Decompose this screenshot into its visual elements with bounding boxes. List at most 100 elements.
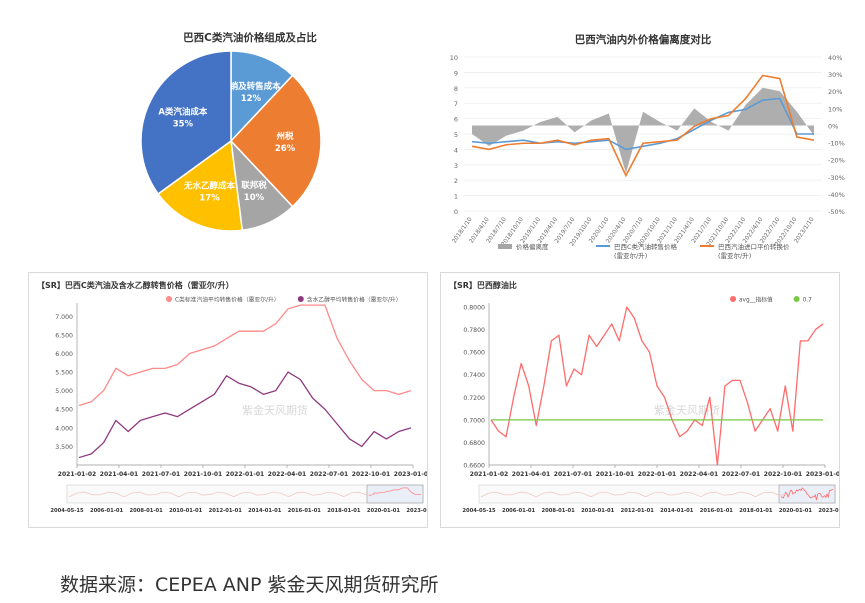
legend-label: 价格偏离度 (516, 242, 549, 251)
series-line (490, 306, 824, 466)
navigator-tick-label: 2010-01-01 (169, 508, 203, 514)
navigator-tick-label: 2012-01-01 (621, 508, 655, 514)
left-tick-label: 3 (454, 162, 458, 170)
navigator-tick-label: 2016-01-01 (288, 508, 322, 514)
y-tick-label: 4.500 (55, 407, 73, 414)
left-tick-label: 0 (454, 208, 458, 216)
pie-slice (229, 74, 322, 208)
watermark: 紫金天风期货 (242, 403, 308, 417)
legend-label: 巴西汽油进口平价转换价 (718, 242, 790, 251)
y-tick-label: 4.000 (55, 425, 73, 432)
series-line (78, 371, 412, 459)
navigator-tick-label: 2008-01-01 (542, 508, 576, 514)
chart-title: 【SR】巴西醇油比 (449, 280, 517, 290)
y-tick-label: 5.500 (55, 370, 73, 377)
right-tick-label: -30% (828, 174, 845, 182)
right-tick-label: 30% (828, 71, 842, 79)
x-tick-label: 2022-04-01 (268, 471, 306, 478)
slice-value-label: 35% (173, 119, 194, 129)
navigator-tick-label: 2023-01-07 (406, 508, 427, 514)
left-tick-label: 1 (454, 193, 458, 201)
chart-title: 【SR】巴西C类汽油及含水乙醇转售价格（雷亚尔/升） (37, 280, 234, 290)
left-tick-label: 2 (454, 177, 458, 185)
navigator-tick-label: 2004-05-15 (50, 508, 84, 514)
right-tick-label: 0% (828, 122, 838, 130)
x-tick-label: 2022-10-01 (764, 471, 802, 478)
x-tick-label: 2022-07-01 (722, 471, 760, 478)
x-tick-label: 2021-04-01 (100, 471, 138, 478)
y-tick-label: 0.7000 (463, 417, 485, 424)
x-tick-label: 2023-01-07 (394, 471, 427, 478)
navigator-tick-label: 2018-01-01 (739, 508, 773, 514)
pie-slice (140, 50, 232, 195)
left-tick-label: 4 (454, 146, 458, 154)
right-tick-label: -40% (828, 191, 845, 199)
left-tick-label: 10 (450, 54, 458, 62)
x-tick-label: 2022-04-01 (680, 471, 718, 478)
slice-label: 无水乙醇成本 (183, 181, 236, 192)
navigator-tick-label: 2008-01-01 (130, 508, 164, 514)
navigator-tick-label: 2023-01-07 (818, 508, 839, 514)
legend-dot (793, 296, 800, 302)
navigator-tick-label: 2020-01-01 (779, 508, 813, 514)
y-tick-label: 0.7400 (463, 372, 485, 379)
chart-title: 巴西汽油内外价格偏离度对比 (575, 33, 712, 46)
y-tick-label: 6.500 (55, 332, 73, 339)
right-tick-label: -10% (828, 140, 845, 148)
left-tick-label: 5 (454, 131, 458, 139)
x-tick-label: 2021-10-01 (184, 471, 222, 478)
data-source-caption: 数据来源：CEPEA ANP 紫金天风期货研究所 (60, 574, 439, 596)
y-tick-label: 5.000 (55, 388, 73, 395)
resale-price-chart-panel: 【SR】巴西C类汽油及含水乙醇转售价格（雷亚尔/升） C类标准汽油平均转售价格（雷… (28, 272, 440, 528)
navigator-tick-label: 2004-05-15 (462, 508, 496, 514)
legend-label: C类标准汽油平均转售价格（雷亚尔/升） (175, 296, 280, 304)
series-line (78, 304, 412, 407)
left-tick-label: 7 (454, 100, 458, 108)
x-tick-label: 2021-07-01 (554, 471, 592, 478)
x-tick-label: 2022-07-01 (310, 471, 348, 478)
ethanol-gasoline-ratio-chart: 【SR】巴西醇油比 avg__指标值 0.7 0.8000 0.7800 0.7600 0.… (449, 280, 852, 514)
series-line (471, 97, 814, 151)
x-tick-label: 2021-07-01 (142, 471, 180, 478)
y-tick-label: 0.6600 (463, 463, 485, 470)
x-tick-label: 2022-01-01 (226, 471, 264, 478)
navigator-history-line (68, 491, 376, 498)
x-tick-label: 2021-01-02 (470, 471, 508, 478)
slice-value-label: 17% (199, 194, 220, 204)
slice-value-label: 12% (241, 94, 262, 104)
x-tick-label: 2022-10-01 (352, 471, 390, 478)
y-tick-label: 0.7600 (463, 350, 485, 357)
y-tick-label: 7.000 (55, 314, 73, 321)
chart-title: 巴西C类汽油价格组成及占比 (183, 31, 317, 44)
pie-chart-panel: 巴西C类汽油价格组成及占比 分销及转售成本 12% 州税 26% 联邦税 10% 无水乙醇成本… (130, 25, 370, 250)
series-line (471, 74, 815, 178)
navigator-tick-label: 2020-01-01 (367, 508, 401, 514)
navigator-tick-label: 2006-01-01 (502, 508, 536, 514)
x-tick-label: 2021-10-01 (596, 471, 634, 478)
right-tick-label: 10% (828, 105, 842, 113)
left-tick-label: 8 (454, 85, 458, 93)
legend-swatch (498, 244, 512, 249)
slice-label: 分销及转售成本 (221, 81, 281, 92)
legend-label: 含水乙醇平均转售价格（雷亚尔/升） (307, 296, 402, 304)
right-tick-label: -50% (828, 208, 845, 216)
navigator-line (368, 487, 422, 496)
resale-price-chart: 【SR】巴西C类汽油及含水乙醇转售价格（雷亚尔/升） C类标准汽油平均转售价格（雷… (37, 280, 440, 514)
right-tick-label: -20% (828, 157, 845, 165)
navigator-tick-label: 2018-01-01 (327, 508, 361, 514)
navigator-tick-label: 2014-01-01 (248, 508, 282, 514)
x-tick-label: 2021-01-02 (58, 471, 96, 478)
legend-label: 巴西C类汽油转售价格 (614, 242, 678, 251)
y-tick-label: 0.6800 (463, 440, 485, 447)
deviation-chart-panel: 巴西汽油内外价格偏离度对比 10 9 8 7 6 5 4 3 2 1 0 40% 30% 20% 10% 0% -… (438, 25, 848, 270)
navigator-history-line (480, 491, 788, 498)
navigator-tick-label: 2010-01-01 (581, 508, 615, 514)
navigator-line (780, 487, 834, 501)
x-tick-label: 2022-01-01 (638, 471, 676, 478)
right-tick-label: 40% (828, 54, 842, 62)
pie-slice (230, 50, 294, 143)
right-tick-label: 20% (828, 88, 842, 96)
navigator-tick-label: 2006-01-01 (90, 508, 124, 514)
y-tick-label: 0.8000 (463, 305, 485, 312)
deviation-chart: 巴西汽油内外价格偏离度对比10987654321040%30%20%10%0%-… (450, 33, 845, 260)
